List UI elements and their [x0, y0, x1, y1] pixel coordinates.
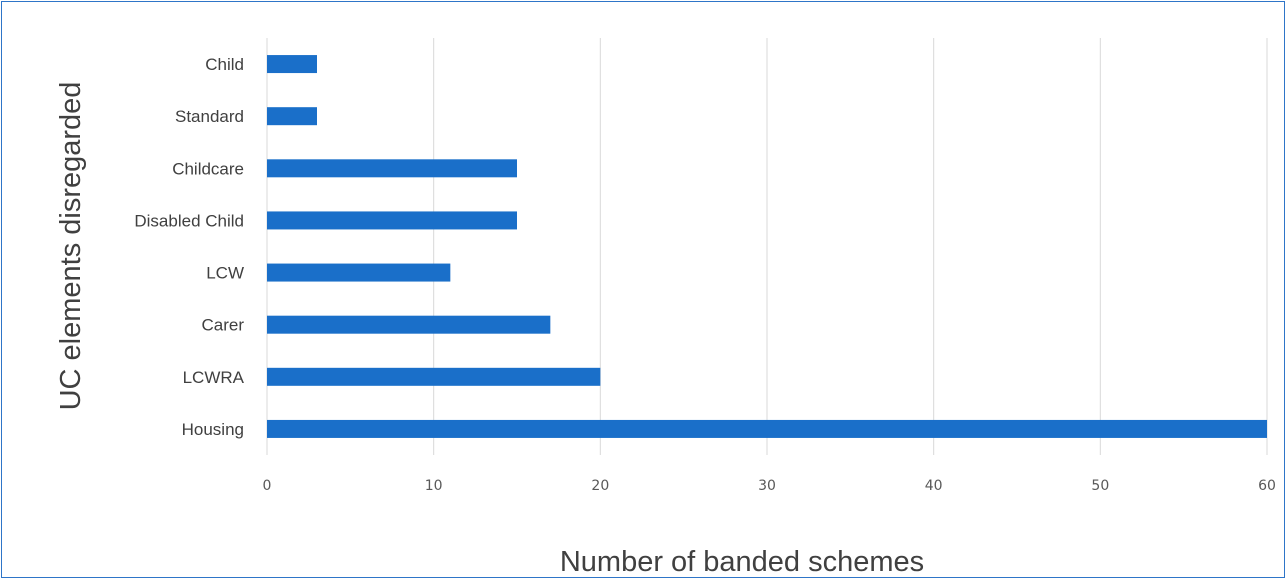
- x-tick-label: 0: [263, 478, 272, 494]
- x-tick-label: 40: [925, 478, 943, 494]
- bars: [267, 55, 1267, 438]
- bar: [267, 211, 517, 230]
- x-tick-label: 50: [1091, 478, 1109, 494]
- bar: [267, 315, 551, 334]
- bar: [267, 419, 1267, 438]
- category-label: LCWRA: [183, 368, 245, 387]
- x-tick-label: 60: [1258, 478, 1276, 494]
- category-labels: Housing LCWRA Carer LCW Disabled Child Childc…: [134, 55, 244, 439]
- bar: [267, 159, 517, 178]
- x-axis-title: Number of banded schemes: [560, 546, 924, 578]
- x-tick-label: 20: [591, 478, 609, 494]
- category-label: Standard: [175, 107, 244, 126]
- x-tick-labels: 0 10 20 30 40 50 60: [263, 478, 1276, 494]
- gridlines: [266, 38, 1268, 455]
- bar: [267, 367, 601, 386]
- bar: [267, 263, 451, 282]
- category-label: LCW: [206, 264, 244, 283]
- y-axis-title: UC elements disregarded: [55, 82, 87, 411]
- category-label: Housing: [182, 420, 244, 439]
- category-label: Carer: [201, 316, 244, 335]
- category-label: Child: [205, 55, 244, 74]
- x-tick-label: 30: [758, 478, 776, 494]
- bar: [267, 107, 317, 126]
- bar: [267, 55, 317, 74]
- category-label: Disabled Child: [134, 211, 244, 230]
- category-label: Childcare: [172, 159, 244, 178]
- x-tick-label: 10: [425, 478, 443, 494]
